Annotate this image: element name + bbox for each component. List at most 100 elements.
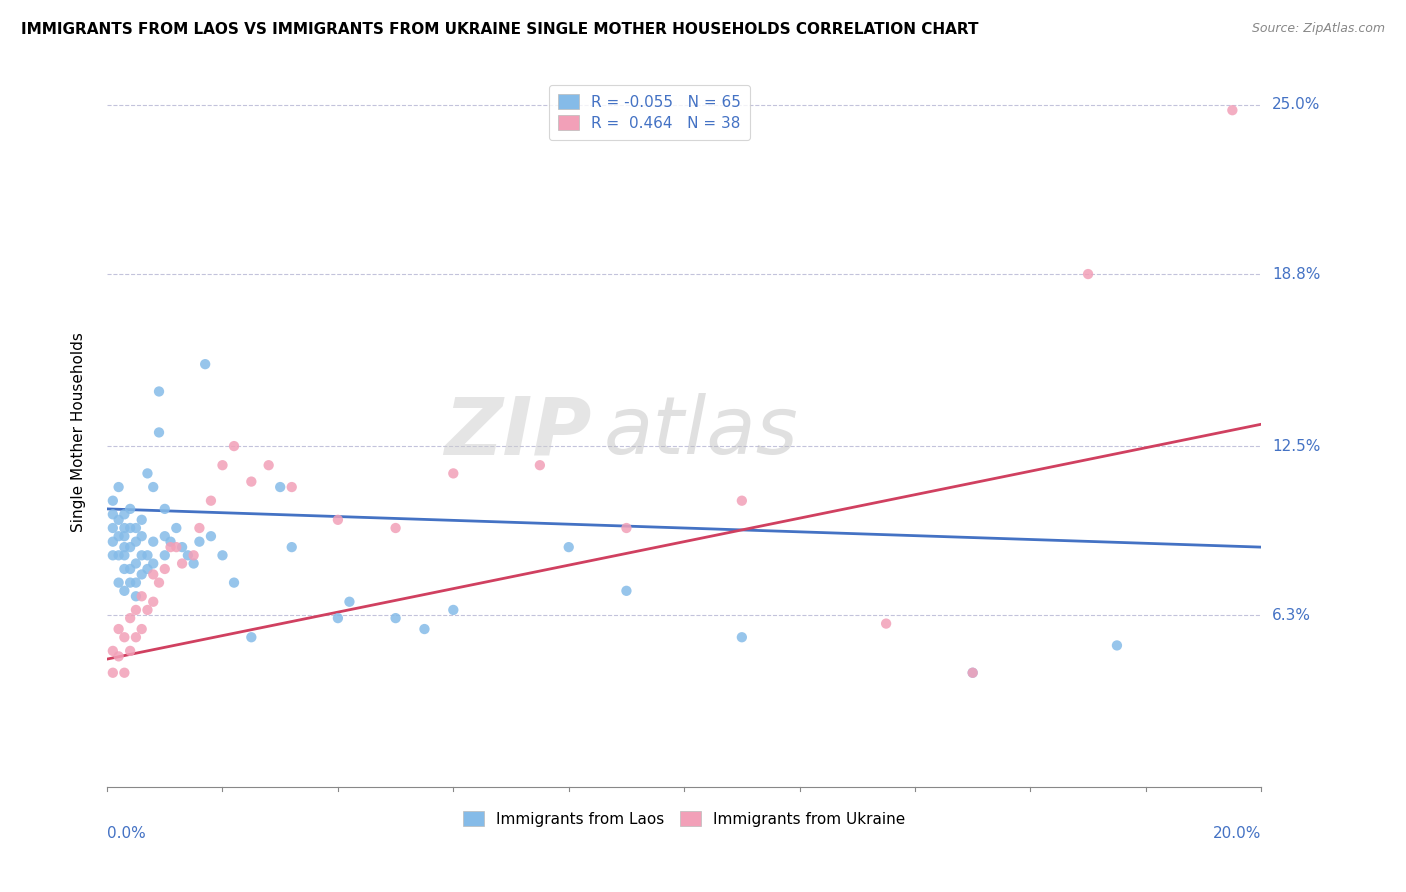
Point	[148, 384, 170, 399]
Point	[172, 540, 194, 554]
Point	[962, 665, 984, 680]
Point	[136, 467, 159, 481]
Text: 6.3%: 6.3%	[1272, 607, 1312, 623]
Point	[112, 630, 135, 644]
Point	[177, 549, 200, 563]
Point	[1077, 267, 1099, 281]
Point	[384, 611, 406, 625]
Point	[222, 575, 245, 590]
Point	[120, 611, 142, 625]
Point	[1105, 639, 1128, 653]
Point	[125, 575, 148, 590]
Point	[131, 589, 153, 603]
Point	[200, 493, 222, 508]
Point	[136, 562, 159, 576]
Point	[125, 557, 148, 571]
Point	[112, 665, 135, 680]
Point	[339, 595, 361, 609]
Point	[112, 549, 135, 563]
Text: ZIP: ZIP	[444, 393, 592, 472]
Point	[131, 622, 153, 636]
Point	[616, 521, 638, 535]
Text: atlas: atlas	[603, 393, 799, 472]
Point	[125, 603, 148, 617]
Point	[280, 540, 302, 554]
Point	[120, 540, 142, 554]
Point	[384, 521, 406, 535]
Point	[240, 475, 263, 489]
Text: Source: ZipAtlas.com: Source: ZipAtlas.com	[1251, 22, 1385, 36]
Point	[211, 458, 233, 473]
Point	[159, 534, 181, 549]
Point	[142, 557, 165, 571]
Point	[107, 529, 129, 543]
Point	[125, 589, 148, 603]
Point	[120, 562, 142, 576]
Point	[112, 583, 135, 598]
Point	[153, 549, 176, 563]
Point	[131, 529, 153, 543]
Point	[962, 665, 984, 680]
Point	[280, 480, 302, 494]
Point	[183, 557, 205, 571]
Point	[131, 567, 153, 582]
Point	[142, 480, 165, 494]
Point	[153, 562, 176, 576]
Point	[153, 502, 176, 516]
Point	[112, 508, 135, 522]
Text: 20.0%: 20.0%	[1213, 826, 1261, 841]
Point	[107, 513, 129, 527]
Point	[1222, 103, 1244, 118]
Point	[200, 529, 222, 543]
Point	[120, 575, 142, 590]
Point	[413, 622, 436, 636]
Point	[441, 467, 464, 481]
Point	[257, 458, 280, 473]
Point	[107, 622, 129, 636]
Point	[107, 549, 129, 563]
Y-axis label: Single Mother Households: Single Mother Households	[72, 333, 86, 533]
Point	[616, 583, 638, 598]
Point	[125, 630, 148, 644]
Legend: Immigrants from Laos, Immigrants from Ukraine: Immigrants from Laos, Immigrants from Uk…	[457, 805, 911, 833]
Point	[148, 575, 170, 590]
Text: 0.0%: 0.0%	[107, 826, 146, 841]
Point	[165, 540, 187, 554]
Point	[731, 493, 754, 508]
Point	[120, 502, 142, 516]
Point	[131, 513, 153, 527]
Point	[188, 534, 211, 549]
Point	[240, 630, 263, 644]
Point	[101, 644, 124, 658]
Point	[529, 458, 551, 473]
Point	[188, 521, 211, 535]
Point	[101, 493, 124, 508]
Point	[172, 557, 194, 571]
Point	[120, 644, 142, 658]
Text: 25.0%: 25.0%	[1272, 97, 1320, 112]
Point	[148, 425, 170, 440]
Point	[107, 575, 129, 590]
Point	[131, 549, 153, 563]
Point	[326, 513, 349, 527]
Point	[101, 508, 124, 522]
Point	[183, 549, 205, 563]
Point	[125, 521, 148, 535]
Point	[112, 562, 135, 576]
Text: 12.5%: 12.5%	[1272, 439, 1320, 454]
Point	[875, 616, 897, 631]
Point	[558, 540, 581, 554]
Point	[441, 603, 464, 617]
Point	[136, 603, 159, 617]
Point	[159, 540, 181, 554]
Point	[101, 665, 124, 680]
Point	[194, 357, 217, 371]
Point	[112, 529, 135, 543]
Point	[125, 534, 148, 549]
Point	[101, 534, 124, 549]
Point	[326, 611, 349, 625]
Point	[222, 439, 245, 453]
Point	[112, 521, 135, 535]
Point	[107, 480, 129, 494]
Point	[211, 549, 233, 563]
